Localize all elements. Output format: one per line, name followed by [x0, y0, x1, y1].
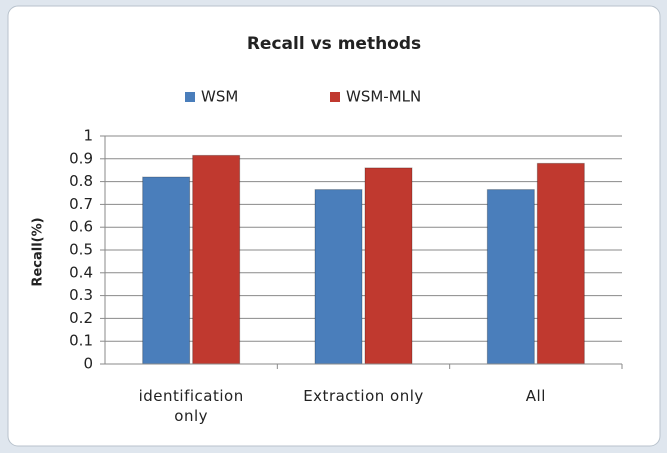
- y-tick-label: 0.3: [69, 286, 93, 304]
- bar: [192, 154, 241, 365]
- y-tick-label: 0.2: [69, 309, 93, 327]
- y-tick-label: 0: [83, 355, 93, 373]
- x-tick-label: Extraction only: [303, 387, 424, 405]
- x-tick-label: identification only: [138, 387, 244, 425]
- bar: [364, 167, 413, 365]
- chart-title: Recall vs methods: [247, 34, 421, 54]
- bar: [486, 189, 535, 365]
- y-tick-label: 0.5: [69, 241, 93, 259]
- y-tick-label: 0.4: [69, 263, 93, 281]
- legend-swatch: [330, 92, 340, 102]
- y-tick-label: 0.6: [69, 218, 93, 236]
- bar: [142, 176, 191, 365]
- y-axis-label: Recall(%): [31, 217, 46, 286]
- y-tick-label: 0.8: [69, 172, 93, 190]
- y-tick-label: 0.9: [69, 149, 93, 167]
- legend-label: WSM: [201, 88, 238, 106]
- legend-label: WSM-MLN: [346, 88, 421, 106]
- y-tick-label: 1: [83, 127, 93, 145]
- legend-swatch: [185, 92, 195, 102]
- y-tick-label: 0.7: [69, 195, 93, 213]
- bar: [536, 162, 585, 365]
- x-tick-label: All: [525, 387, 546, 405]
- y-tick-label: 0.1: [69, 332, 93, 350]
- bar: [314, 189, 363, 365]
